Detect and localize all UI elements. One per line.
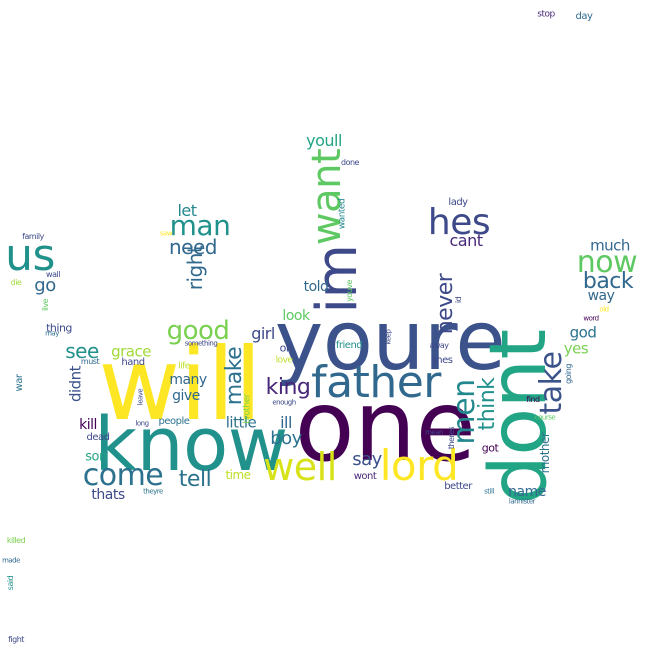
word-yes: yes — [563, 339, 589, 358]
word-still: still — [484, 487, 494, 496]
word-didnt: didnt — [66, 365, 85, 403]
word-day: day — [575, 11, 593, 22]
word-away: away — [429, 341, 449, 350]
word-let: let — [177, 201, 197, 220]
word-fight: fight — [8, 635, 24, 644]
word-father: father — [311, 357, 441, 408]
word-grace: grace — [111, 342, 151, 361]
word-well: well — [263, 445, 337, 489]
word-oh: oh — [279, 341, 293, 355]
word-wanted: wanted — [337, 198, 348, 230]
word-go: go — [34, 275, 56, 296]
word-way: way — [587, 288, 615, 304]
word-see: see — [65, 339, 99, 363]
word-friend: friend — [335, 340, 363, 351]
word-lannister: lannister — [508, 497, 536, 506]
word-youll: youll — [306, 131, 342, 150]
word-leave: leave — [136, 388, 145, 406]
word-say: say — [352, 449, 382, 470]
word-us: us — [5, 230, 55, 281]
word-time: time — [225, 468, 251, 482]
word-theres: theres — [447, 426, 456, 450]
word-man: man — [169, 209, 231, 242]
word-must: must — [80, 357, 100, 366]
word-back: back — [582, 269, 634, 294]
word-god: god — [569, 323, 597, 342]
word-got: got — [481, 441, 499, 455]
word-old: old — [599, 305, 609, 314]
word-king: king — [265, 375, 311, 400]
word-people: people — [158, 416, 190, 427]
word-course: course — [534, 413, 556, 422]
word-wall: wall — [46, 270, 60, 279]
word-come: come — [82, 458, 164, 493]
word-name: name — [508, 484, 546, 500]
word-war: war — [14, 374, 25, 392]
word-enough: enough — [272, 398, 296, 407]
word-youre: youre — [274, 294, 506, 389]
word-youve: youve — [345, 280, 354, 302]
word-know: know — [94, 402, 288, 488]
word-girl: girl — [251, 324, 275, 343]
word-stop: stop — [537, 9, 555, 20]
word-will: will — [98, 326, 262, 443]
word-ill: ill — [280, 413, 292, 432]
word-saw: saw — [159, 229, 173, 238]
word-son: son — [85, 449, 107, 465]
word-family: family — [22, 232, 44, 241]
word-many: many — [169, 372, 207, 388]
word-take: take — [534, 351, 569, 415]
word-said: said — [6, 575, 15, 591]
word-going: going — [564, 364, 573, 384]
word-need: need — [169, 235, 217, 259]
word-never: never — [433, 273, 458, 335]
word-love: love — [275, 355, 293, 366]
word-killed: killed — [6, 536, 26, 545]
word-give: give — [172, 388, 200, 404]
word-dead: dead — [86, 432, 110, 443]
word-life: life — [178, 361, 190, 372]
word-id: id — [454, 296, 463, 304]
word-mean: mean — [425, 428, 443, 437]
word-little: little — [225, 413, 257, 432]
word-lady: lady — [448, 197, 468, 208]
word-mother: mother — [538, 432, 552, 474]
word-hes: hes — [427, 202, 491, 243]
word-tell: tell — [178, 467, 212, 492]
word-boy: boy — [270, 428, 302, 449]
word-long: long — [135, 419, 149, 428]
word-cant: cant — [449, 231, 483, 250]
word-die: die — [10, 278, 22, 287]
word-thats: thats — [91, 487, 125, 503]
word-much: much — [590, 236, 630, 255]
word-done: done — [341, 158, 359, 167]
word-lord: lord — [379, 441, 459, 490]
word-something: something — [184, 339, 218, 348]
word-look: look — [282, 308, 310, 324]
word-brother: brother — [242, 394, 253, 424]
word-told: told — [303, 279, 329, 295]
word-thing: thing — [46, 321, 72, 335]
word-now: now — [576, 245, 638, 280]
word-live: live — [41, 298, 50, 312]
word-find: find — [526, 395, 540, 404]
word-one: one — [294, 370, 476, 484]
word-better: better — [444, 481, 472, 492]
word-think: think — [475, 377, 500, 431]
word-may: may — [45, 329, 59, 338]
word-theyre: theyre — [143, 487, 163, 496]
word-right: right — [183, 245, 207, 291]
word-made: made — [2, 556, 20, 565]
word-kill: kill — [79, 417, 97, 433]
word-hand: hand — [121, 357, 145, 368]
word-good: good — [166, 316, 230, 346]
word-wont: wont — [353, 471, 377, 482]
word-shes: shes — [431, 355, 453, 366]
word-word: word — [583, 314, 599, 323]
word-keep: keep — [384, 329, 393, 345]
